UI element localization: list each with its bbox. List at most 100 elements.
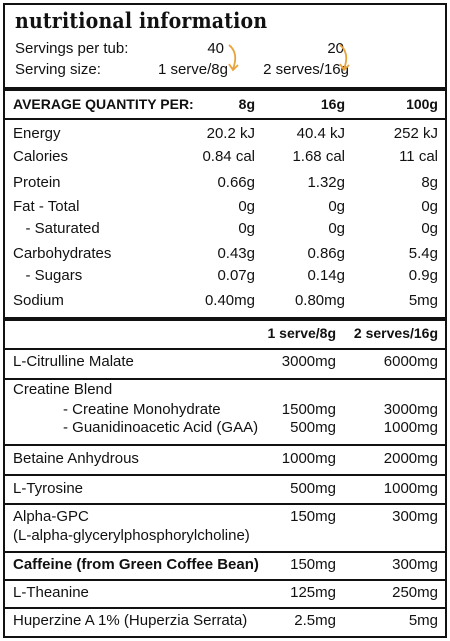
value-8g: 0.40mg (204, 292, 255, 309)
panel-title: nutritional information (15, 8, 268, 33)
servings-per-tub-row: Servings per tub: 40 20 (15, 39, 440, 59)
serving-size-value-1: 1 serve/8g (157, 61, 228, 78)
table-row: Energy 20.2 kJ 40.4 kJ 252 kJ (13, 122, 438, 145)
value-16g: 0.14g (307, 267, 345, 284)
servings-per-tub-value-1: 40 (207, 40, 224, 57)
value-8g: 0.43g (217, 245, 255, 262)
divider (5, 607, 445, 609)
ingredient-name: L-Theanine (13, 584, 89, 601)
ingredient-name-detail: (L-alpha-glycerylphosphorylcholine) (13, 527, 250, 544)
table-row: Carbohydrates 0.43g 0.86g 5.4g (13, 242, 438, 265)
table-row: Protein 0.66g 1.32g 8g (13, 171, 438, 194)
divider (5, 503, 445, 505)
value-8g: 0.66g (217, 174, 255, 191)
serving-size-row: Serving size: 1 serve/8g 2 serves/16g (15, 60, 440, 80)
divider (5, 474, 445, 476)
ingredient-name: Betaine Anhydrous (13, 450, 139, 467)
value-1-serve: 150mg (290, 556, 336, 573)
header-1-serve: 1 serve/8g (267, 325, 337, 341)
servings-per-tub-label: Servings per tub: (15, 40, 129, 57)
ingredient-name: L-Tyrosine (13, 480, 84, 497)
header-8g: 8g (238, 96, 255, 112)
value-16g: 0.80mg (294, 292, 345, 309)
nutrient-name: Fat - Total (13, 198, 80, 215)
value-2-serves: 1000mg (383, 480, 438, 497)
value-1-serve: 500mg (290, 480, 336, 497)
nutrient-name: Energy (13, 125, 61, 142)
value-16g: 0g (328, 220, 345, 237)
nutrient-name: Calories (13, 148, 69, 165)
divider (5, 444, 445, 446)
curved-arrow-icon (228, 44, 239, 72)
nutrient-name: Carbohydrates (13, 245, 112, 262)
value-1-serve: 3000mg (281, 353, 336, 370)
ingredient-name: - Creatine Monohydrate (63, 401, 221, 418)
value-16g: 40.4 kJ (296, 125, 345, 142)
servings-per-tub-value-2: 20 (327, 40, 344, 57)
divider (5, 579, 445, 581)
value-2-serves: 300mg (392, 556, 438, 573)
ingredient-name: Huperzine A 1% (Huperzia Serrata) (13, 612, 248, 629)
ingredient-name: L-Citrulline Malate (13, 353, 134, 370)
divider (5, 317, 445, 321)
divider (5, 348, 445, 350)
serving-size-label: Serving size: (15, 61, 101, 78)
value-8g: 0g (238, 198, 255, 215)
nutrient-name: - Saturated (13, 220, 100, 237)
value-1-serve: 150mg (290, 508, 336, 525)
divider (5, 378, 445, 380)
value-1-serve: 125mg (290, 584, 336, 601)
value-1-serve: 500mg (290, 419, 336, 436)
value-2-serves: 1000mg (383, 419, 438, 436)
value-2-serves: 3000mg (383, 401, 438, 418)
value-100g: 11 cal (399, 148, 438, 165)
header-16g: 16g (320, 96, 345, 112)
nutrient-name: - Sugars (13, 267, 83, 284)
header-2-serves: 2 serves/16g (353, 325, 438, 341)
value-2-serves: 250mg (392, 584, 438, 601)
value-100g: 0g (421, 198, 438, 215)
value-8g: 0.84 cal (202, 148, 255, 165)
value-2-serves: 6000mg (383, 353, 438, 370)
divider (5, 87, 445, 91)
ingredient-name: Alpha-GPC (13, 508, 89, 525)
table-row: Calories 0.84 cal 1.68 cal 11 cal (13, 145, 438, 168)
value-100g: 8g (421, 174, 438, 191)
value-16g: 1.32g (307, 174, 345, 191)
nutrition-panel: nutritional information Servings per tub… (3, 3, 447, 638)
nutrient-name: Sodium (13, 292, 64, 309)
value-1-serve: 1500mg (281, 401, 336, 418)
ingredient-name: Creatine Blend (13, 381, 113, 398)
nutrition-header: AVERAGE QUANTITY PER: 8g 16g 100g (13, 94, 438, 114)
divider (5, 118, 445, 120)
nutrient-name: Protein (13, 174, 61, 191)
value-100g: 0.9g (408, 267, 438, 284)
value-2-serves: 2000mg (383, 450, 438, 467)
value-100g: 5mg (408, 292, 438, 309)
table-row: - Sugars 0.07g 0.14g 0.9g (13, 264, 439, 287)
value-8g: 20.2 kJ (206, 125, 255, 142)
value-100g: 0g (421, 220, 438, 237)
value-100g: 252 kJ (393, 125, 438, 142)
ingredient-name: - Guanidinoacetic Acid (GAA) (63, 419, 259, 436)
value-16g: 0.86g (307, 245, 345, 262)
table-row: Fat - Total 0g 0g 0g (13, 195, 438, 218)
value-16g: 1.68 cal (292, 148, 345, 165)
value-16g: 0g (328, 198, 345, 215)
serving-size-value-2: 2 serves/16g (263, 61, 349, 78)
supplement-header: 1 serve/8g 2 serves/16g (13, 323, 439, 345)
value-2-serves: 5mg (408, 612, 438, 629)
curved-arrow-icon (339, 44, 350, 72)
value-8g: 0.07g (217, 267, 255, 284)
value-1-serve: 2.5mg (294, 612, 336, 629)
header-100g: 100g (406, 96, 438, 112)
value-100g: 5.4g (408, 245, 438, 262)
value-1-serve: 1000mg (281, 450, 336, 467)
ingredient-name: Caffeine (from Green Coffee Bean) (13, 556, 259, 573)
table-row: - Saturated 0g 0g 0g (13, 217, 439, 240)
value-8g: 0g (238, 220, 255, 237)
average-quantity-label: AVERAGE QUANTITY PER: (13, 96, 194, 112)
divider (5, 551, 445, 553)
table-row: Sodium 0.40mg 0.80mg 5mg (13, 289, 438, 312)
value-2-serves: 300mg (392, 508, 438, 525)
